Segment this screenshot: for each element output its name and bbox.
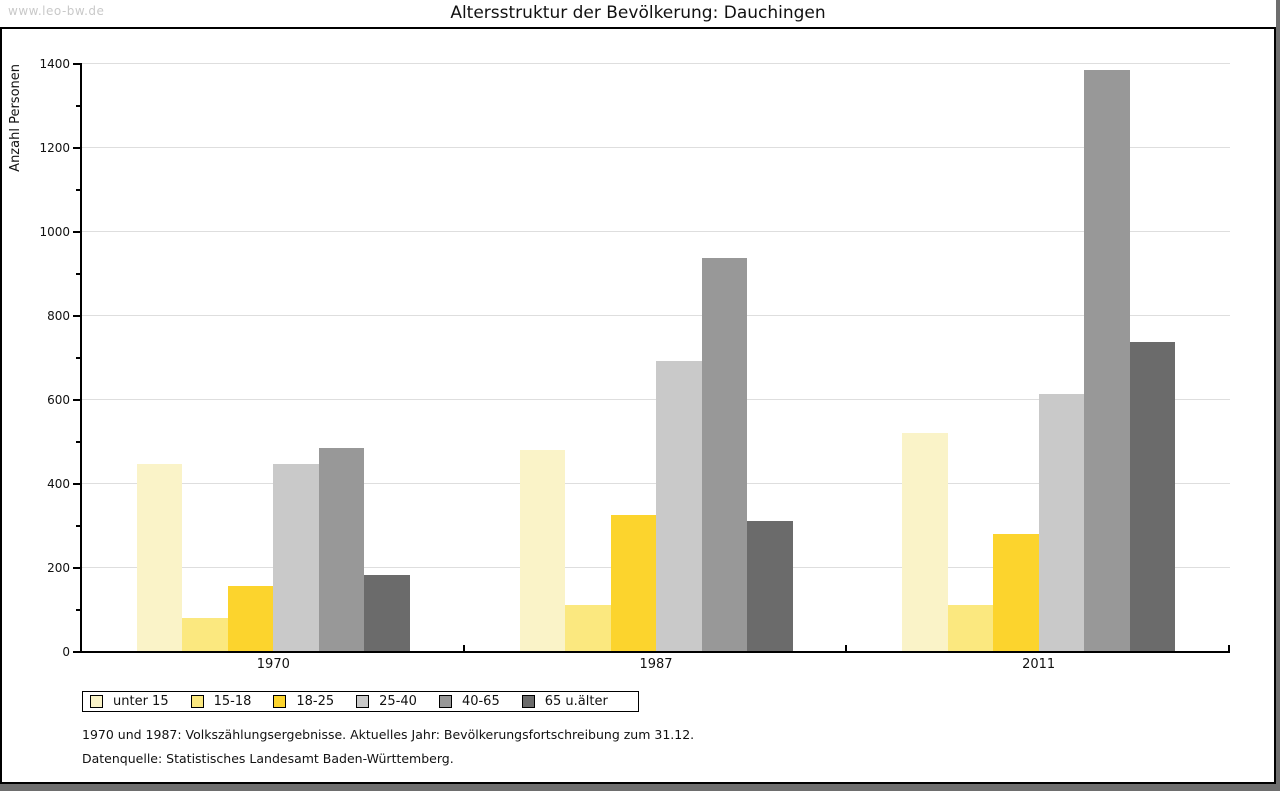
bar-2011-65-u-lter (1129, 341, 1176, 651)
y-major-tick-0 (73, 651, 80, 653)
bar-2011-15-18 (947, 604, 994, 651)
bar-1970-unter-15 (136, 464, 183, 651)
y-tick-label-400: 400 (47, 477, 70, 491)
bar-1970-65-u-lter (364, 574, 410, 651)
legend-swatch-icon (90, 695, 103, 708)
bar-1987-65-u-lter (747, 521, 793, 651)
y-major-tick-800 (73, 315, 80, 317)
legend-label: 25-40 (379, 694, 417, 709)
y-axis-title: Anzahl Personen (8, 64, 23, 172)
y-minor-tick-500 (76, 441, 80, 443)
y-tick-label-600: 600 (47, 393, 70, 407)
bar-2011-40-65 (1084, 69, 1130, 651)
bar-1970-18-25 (227, 585, 274, 651)
gridline-1200 (82, 147, 1230, 148)
y-tick-label-1200: 1200 (39, 141, 70, 155)
bar-1987-15-18 (565, 604, 611, 651)
y-tick-label-1000: 1000 (39, 225, 70, 239)
bar-2011-25-40 (1038, 393, 1085, 651)
legend-swatch-icon (438, 695, 452, 708)
y-minor-tick-300 (76, 525, 80, 527)
y-major-tick-1000 (73, 231, 80, 233)
y-major-tick-1400 (73, 63, 80, 65)
y-minor-tick-1300 (76, 105, 80, 107)
y-tick-label-1400: 1400 (39, 57, 70, 71)
chart-frame: 1970 1987 2011 0 200 400 600 800 1000 1200 1400 An… (0, 27, 1276, 784)
gridline-800 (82, 315, 1230, 316)
legend-swatch-icon (190, 695, 204, 708)
x-boundary-tick-2 (845, 645, 848, 651)
legend-label: 65 u.älter (544, 694, 608, 709)
y-minor-tick-100 (76, 609, 80, 611)
footnote-line-1: 1970 und 1987: Volkszählungsergebnisse. … (82, 727, 695, 742)
gridline-1400 (82, 63, 1230, 64)
bar-1987-unter-15 (519, 450, 565, 651)
chart-title: Altersstruktur der Bevölkerung: Dauching… (450, 3, 826, 23)
y-minor-tick-1100 (76, 189, 80, 191)
bar-1987-25-40 (656, 361, 702, 651)
x-tick-label-2011: 2011 (1022, 657, 1056, 672)
legend-label: 18-25 (296, 694, 335, 709)
y-tick-label-200: 200 (47, 561, 70, 575)
y-tick-label-0: 0 (62, 645, 70, 659)
legend-item-unter-15: unter 15 (90, 694, 169, 709)
y-axis-line (80, 63, 82, 653)
x-axis-line (80, 651, 1230, 653)
bar-1987-18-25 (610, 514, 656, 651)
legend-box: unter 15 15-18 18-25 25-40 40-65 65 u.älter (82, 691, 639, 712)
y-major-tick-200 (73, 567, 80, 569)
legend-swatch-icon (521, 695, 535, 708)
watermark: www.leo-bw.de (8, 4, 105, 18)
bar-2011-18-25 (993, 534, 1039, 651)
legend-label: 15-18 (213, 694, 252, 709)
legend-label: unter 15 (113, 694, 169, 709)
bar-1970-40-65 (318, 447, 365, 651)
bar-2011-unter-15 (902, 433, 948, 651)
y-minor-tick-700 (76, 357, 80, 359)
legend-item-65-u-lter: 65 u.älter (521, 694, 608, 709)
legend-item-15-18: 15-18 (190, 694, 252, 709)
x-boundary-tick-1 (462, 645, 465, 651)
y-major-tick-400 (73, 483, 80, 485)
plot-area: 1970 1987 2011 0 200 400 600 800 1000 1200 1400 (2, 29, 1274, 782)
legend-item-40-65: 40-65 (438, 694, 500, 709)
legend-swatch-icon (273, 695, 287, 708)
y-major-tick-600 (73, 399, 80, 401)
x-tick-label-1987: 1987 (639, 657, 673, 672)
gridline-1000 (82, 231, 1230, 232)
legend-item-25-40: 25-40 (356, 694, 417, 709)
bar-1970-25-40 (273, 464, 319, 651)
y-major-tick-1200 (73, 147, 80, 149)
legend-item-18-25: 18-25 (273, 694, 334, 709)
y-tick-label-800: 800 (47, 309, 70, 323)
x-tick-label-1970: 1970 (256, 657, 290, 672)
legend-label: 40-65 (461, 694, 500, 709)
bar-1987-40-65 (701, 258, 747, 651)
x-boundary-tick-3 (1228, 645, 1230, 651)
bar-1970-15-18 (182, 618, 228, 651)
legend-swatch-icon (356, 695, 370, 708)
footnote-line-2: Datenquelle: Statistisches Landesamt Bad… (82, 751, 454, 766)
y-minor-tick-900 (76, 273, 80, 275)
